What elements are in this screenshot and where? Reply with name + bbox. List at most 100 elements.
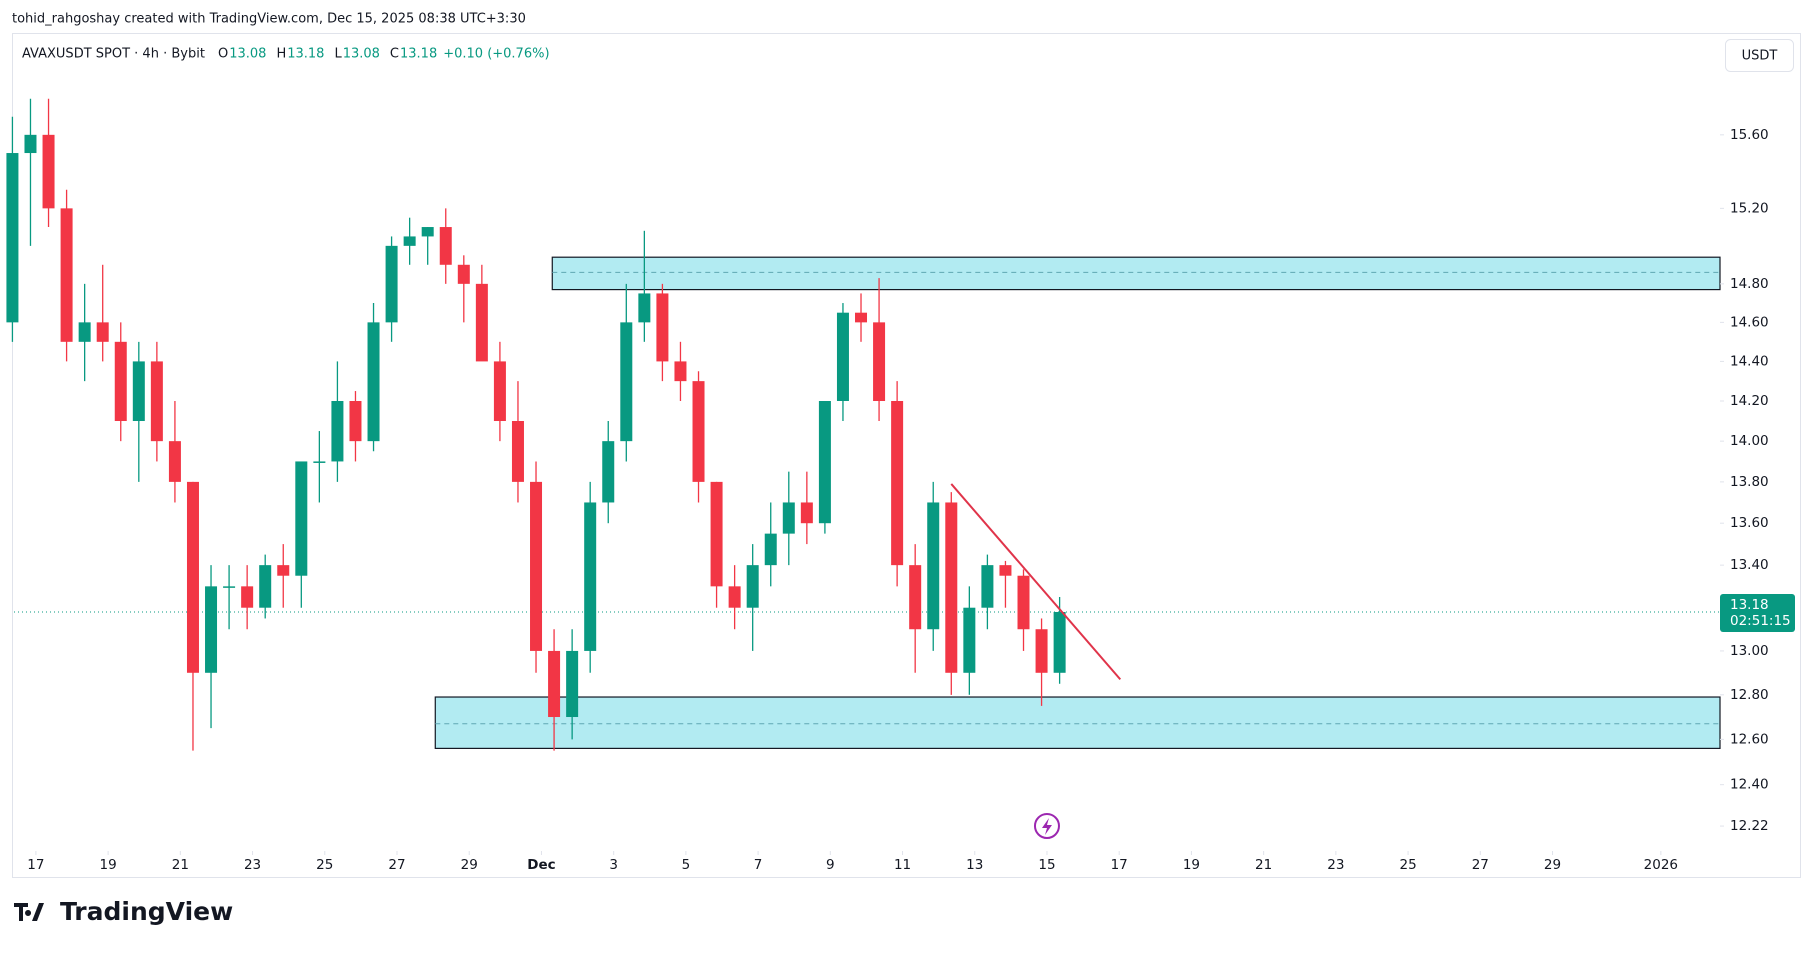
candle-body bbox=[223, 586, 236, 588]
candle-body bbox=[205, 586, 218, 673]
candle-body bbox=[168, 441, 181, 482]
x-tick-label: 2026 bbox=[1644, 857, 1678, 873]
legend: AVAXUSDT SPOT · 4h · Bybit O 13.08 H 13.18 L… bbox=[22, 47, 550, 62]
y-tick-label: 13.00 bbox=[1730, 643, 1769, 659]
y-tick-label: 14.40 bbox=[1730, 353, 1769, 369]
candle-body bbox=[259, 565, 272, 608]
candle-body bbox=[836, 312, 849, 401]
candle-body bbox=[999, 565, 1012, 576]
candle-body bbox=[1035, 629, 1048, 673]
x-tick-label: 23 bbox=[244, 857, 261, 873]
legend-value: 13.08 bbox=[343, 47, 380, 62]
candle-body bbox=[114, 341, 127, 422]
logo: TradingView bbox=[14, 897, 233, 926]
candle-body bbox=[6, 153, 19, 323]
y-tick-label: 12.60 bbox=[1730, 731, 1769, 747]
candle-body bbox=[439, 227, 452, 265]
candle-body bbox=[457, 264, 470, 284]
legend-value: 13.18 bbox=[400, 47, 437, 62]
logo-text: TradingView bbox=[60, 897, 233, 926]
candle-body bbox=[421, 227, 434, 237]
legend-value: 13.08 bbox=[229, 47, 266, 62]
candle-body bbox=[891, 400, 904, 566]
x-tick-label: 19 bbox=[1183, 857, 1200, 873]
last-price-box bbox=[1720, 594, 1795, 633]
candle-body bbox=[241, 586, 254, 608]
zone bbox=[434, 696, 1721, 749]
candle-body bbox=[656, 293, 669, 362]
candle-body bbox=[403, 236, 416, 246]
legend-value: 13.18 bbox=[287, 47, 324, 62]
candle-body bbox=[728, 586, 741, 608]
y-tick-label: 13.60 bbox=[1730, 515, 1769, 531]
y-tick-label: 14.60 bbox=[1730, 314, 1769, 330]
candle-body bbox=[493, 361, 506, 422]
currency-label[interactable]: USDT bbox=[1742, 49, 1778, 64]
candle-body bbox=[150, 361, 163, 442]
currency-button[interactable] bbox=[1725, 39, 1794, 72]
y-tick-label: 12.22 bbox=[1730, 818, 1769, 834]
candle-body bbox=[674, 361, 687, 382]
y-tick-label: 12.40 bbox=[1730, 777, 1769, 793]
x-tick-label: 25 bbox=[316, 857, 333, 873]
candle-body bbox=[800, 502, 813, 524]
header-text: tohid_rahgoshay created with TradingView… bbox=[12, 12, 526, 27]
legend-symbol: AVAXUSDT SPOT · 4h · Bybit bbox=[22, 47, 205, 62]
legend-label: H bbox=[276, 47, 286, 62]
x-tick-label: 21 bbox=[1255, 857, 1272, 873]
candle-body bbox=[764, 533, 777, 566]
zone bbox=[551, 256, 1721, 291]
candle-body bbox=[24, 134, 37, 154]
x-tick-label: 15 bbox=[1038, 857, 1055, 873]
y-tick-label: 14.80 bbox=[1730, 276, 1769, 292]
candle-body bbox=[548, 650, 561, 718]
candle-body bbox=[511, 421, 524, 482]
x-tick-label: 9 bbox=[826, 857, 835, 873]
candle-body bbox=[963, 607, 976, 673]
candle-body bbox=[1017, 575, 1030, 630]
x-tick-label: 23 bbox=[1327, 857, 1344, 873]
candle-body bbox=[132, 361, 145, 422]
trend-line bbox=[950, 483, 1122, 681]
candle-body bbox=[782, 502, 795, 534]
y-tick-label: 15.20 bbox=[1730, 200, 1769, 216]
legend-label: C bbox=[390, 47, 399, 62]
chart-frame bbox=[12, 33, 1801, 878]
x-tick-label: 27 bbox=[388, 857, 405, 873]
x-tick-label: 21 bbox=[172, 857, 189, 873]
last-price-label: 13.18 bbox=[1730, 597, 1769, 613]
x-tick-label: 5 bbox=[682, 857, 691, 873]
candle-body bbox=[60, 208, 73, 342]
x-tick-label: 13 bbox=[966, 857, 983, 873]
legend-label: L bbox=[334, 47, 342, 62]
x-tick-label: 3 bbox=[609, 857, 618, 873]
candle-body bbox=[475, 283, 488, 362]
candle-body bbox=[855, 312, 868, 323]
x-tick-label: 29 bbox=[1544, 857, 1561, 873]
candle-body bbox=[385, 245, 398, 323]
candle-body bbox=[331, 400, 344, 462]
candle-body bbox=[295, 461, 308, 576]
candle-body bbox=[566, 650, 579, 718]
candle-body bbox=[818, 400, 831, 524]
x-tick-label: Dec bbox=[527, 857, 555, 873]
candle-body bbox=[186, 481, 199, 673]
candle-body bbox=[313, 461, 326, 463]
candle-body bbox=[692, 381, 705, 482]
candle-body bbox=[96, 322, 109, 342]
candle-body bbox=[710, 481, 723, 587]
y-tick-label: 15.60 bbox=[1730, 127, 1769, 143]
candle-body bbox=[873, 322, 886, 401]
x-tick-label: 27 bbox=[1472, 857, 1489, 873]
y-tick-label: 14.20 bbox=[1730, 393, 1769, 409]
candle-body bbox=[927, 502, 940, 630]
candle-body bbox=[602, 441, 615, 503]
x-tick-label: 11 bbox=[894, 857, 911, 873]
candle-body bbox=[277, 565, 290, 576]
candle-body bbox=[746, 565, 759, 608]
event-icon bbox=[1041, 818, 1052, 835]
x-tick-label: 19 bbox=[100, 857, 117, 873]
legend-label: O bbox=[218, 47, 228, 62]
candle-body bbox=[638, 293, 651, 323]
